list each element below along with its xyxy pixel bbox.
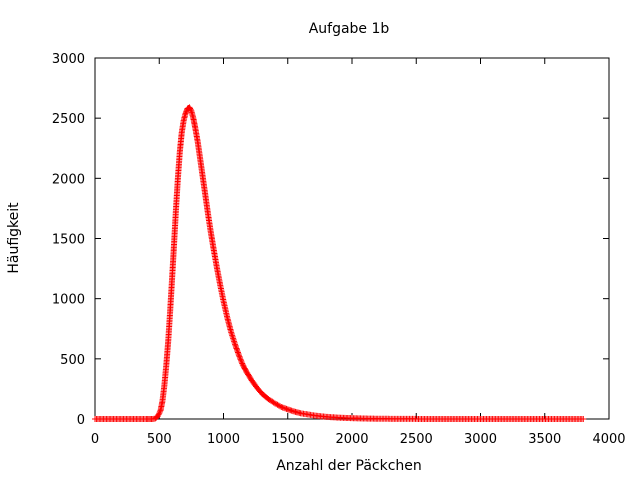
x-tick-label-1: 500 [147,432,172,447]
y-tick-label-5: 2500 [52,112,85,127]
data-point-461 [275,402,282,409]
data-point-668 [580,416,587,422]
y-axis-label: Häufigkeit [6,202,22,274]
data-point-251 [187,106,194,113]
x-axis-label: Anzahl der Päckchen [276,458,422,474]
data-point-421 [238,359,245,366]
data-point-420 [238,357,245,364]
chart-title: Aufgabe 1b [309,21,390,37]
data-point-418 [237,354,244,361]
x-tick-label-6: 3000 [464,432,497,447]
data-point-47 [155,411,162,418]
y-tick-label-1: 500 [60,353,85,368]
x-tick-label-5: 2500 [400,432,433,447]
data-point-416 [235,352,242,359]
y-tick-label-2: 1000 [52,293,85,308]
x-tick-label-2: 1000 [207,432,240,447]
x-tick-label-7: 3500 [528,432,561,447]
y-tick-label-4: 2000 [52,172,85,187]
data-point-48 [156,410,163,417]
data-point-462 [277,403,284,410]
axis-ticks: 0 500 1000 1500 2000 2500 3000 3500 4000 0 500 1000… [52,52,626,447]
data-point-458 [271,400,278,407]
data-point-49 [156,408,163,415]
data-points [92,104,587,422]
data-point-422 [239,360,246,367]
y-tick-label-6: 3000 [52,52,85,67]
x-tick-label-0: 0 [91,432,99,447]
x-tick-label-4: 2000 [335,432,368,447]
data-point-419 [237,356,244,363]
data-point-417 [236,353,243,360]
data-point-459 [273,401,280,408]
y-tick-label-3: 1500 [52,233,85,248]
y-tick-label-0: 0 [77,413,85,428]
x-tick-label-8: 4000 [592,432,625,447]
x-tick-label-3: 1500 [271,432,304,447]
data-point-46 [154,412,161,419]
data-point-460 [274,401,281,408]
